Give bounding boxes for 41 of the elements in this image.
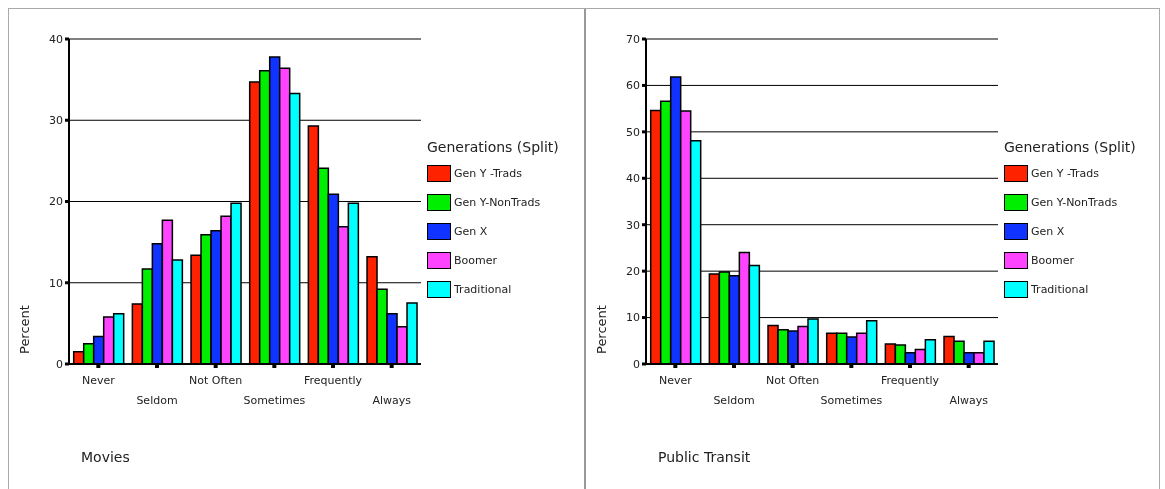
text: Public Transit <box>658 449 751 465</box>
y-tick-label: 70 <box>626 32 640 46</box>
x-tick-label: Never <box>81 374 116 387</box>
x-tick-label: Always <box>949 394 989 407</box>
x-tick-label: Seldom <box>136 394 178 407</box>
x-tick-label: Frequently <box>880 374 940 387</box>
legend-label: Gen Y-NonTrads <box>454 195 541 209</box>
y-axis-title: Percent <box>594 305 609 354</box>
legend-label: Gen Y -Trads <box>1031 166 1100 180</box>
x-tick-label: Never <box>658 374 693 387</box>
x-tick-label: Sometimes <box>820 394 883 407</box>
legend-label: Gen Y-NonTrads <box>1031 195 1118 209</box>
y-tick-label: 10 <box>626 311 640 325</box>
y-tick-label: 40 <box>49 32 63 46</box>
x-tick-label: Frequently <box>303 374 363 387</box>
y-tick-label: 0 <box>633 357 640 371</box>
y-tick-label: 10 <box>49 276 63 290</box>
legend-label: Gen Y -Trads <box>454 166 523 180</box>
legend-label: Boomer <box>1031 253 1075 267</box>
x-tick-label: Not Often <box>766 374 820 387</box>
legend-title: Generations (Split) <box>1004 138 1137 155</box>
y-tick-label: 20 <box>49 195 63 209</box>
y-axis-title: Percent <box>17 305 32 354</box>
legend-label: Traditional <box>454 282 512 296</box>
legend-label: Gen X <box>454 224 488 238</box>
y-tick-label: 30 <box>49 114 63 128</box>
x-tick-label: Not Often <box>189 374 243 387</box>
y-tick-label: 40 <box>626 172 640 186</box>
y-tick-label: 50 <box>626 125 640 139</box>
legend-title: Generations (Split) <box>427 138 560 155</box>
x-tick-label: Seldom <box>713 394 755 407</box>
y-tick-label: 20 <box>626 265 640 279</box>
legend-label: Traditional <box>1031 282 1089 296</box>
y-tick-label: 60 <box>626 79 640 93</box>
x-tick-label: Sometimes <box>243 394 306 407</box>
y-tick-label: 30 <box>626 218 640 232</box>
legend-label: Boomer <box>454 253 498 267</box>
legend-label: Gen X <box>1031 224 1065 238</box>
x-tick-label: Always <box>372 394 412 407</box>
text: Movies <box>81 449 130 465</box>
y-tick-label: 0 <box>56 357 63 371</box>
